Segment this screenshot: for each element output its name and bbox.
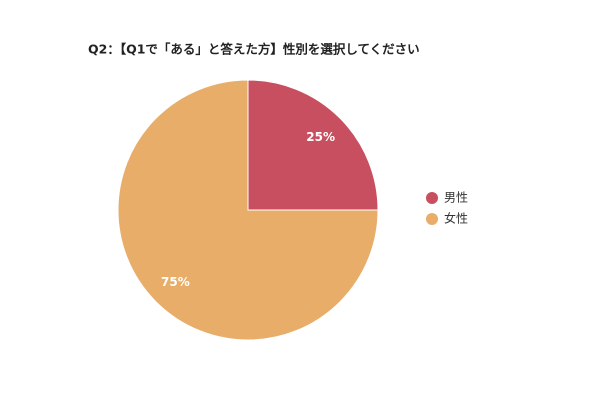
legend-marker[interactable] <box>426 192 438 204</box>
legend-marker[interactable] <box>426 213 438 225</box>
chart-title: Q2：【Q1で「ある」と答えた方】性別を選択してください <box>88 42 420 57</box>
slice-label: 25% <box>306 130 335 144</box>
pie-slice <box>247 79 379 211</box>
pie-slice <box>117 79 379 341</box>
legend-label[interactable]: 男性 <box>444 191 468 205</box>
slice-label: 75% <box>161 275 190 289</box>
legend-label[interactable]: 女性 <box>444 211 468 226</box>
